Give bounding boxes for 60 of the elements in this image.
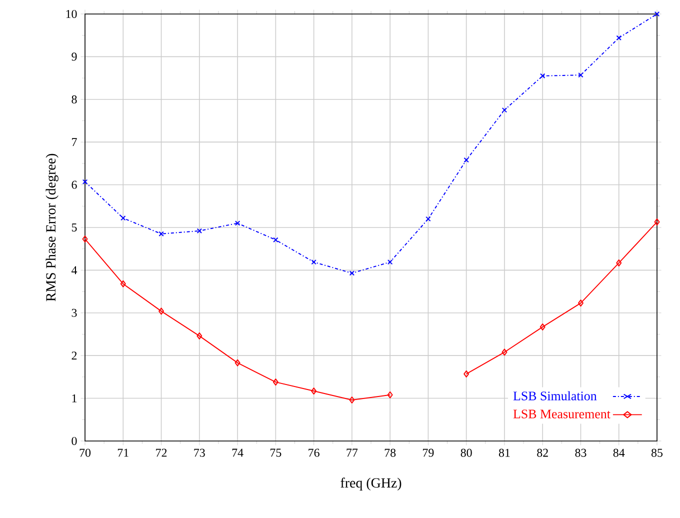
point [311, 388, 317, 395]
point [578, 72, 584, 78]
y-tick-label: 4 [71, 266, 78, 274]
point [349, 396, 355, 404]
x-tick-label: 81 [498, 448, 510, 457]
x-tick-label: 80 [460, 448, 472, 457]
point [426, 216, 431, 222]
point [616, 35, 622, 41]
point [654, 11, 660, 17]
point [120, 215, 126, 221]
y-tick-label: 0 [72, 436, 77, 446]
y-tick-label: 10 [66, 10, 77, 18]
y-tick-label: 9 [72, 52, 77, 61]
point [158, 231, 164, 236]
point [273, 237, 278, 242]
x-tick-label: 76 [308, 448, 320, 457]
point [387, 391, 393, 398]
point [578, 300, 584, 307]
x-axis-title: freq (GHz) [340, 478, 402, 490]
point [311, 259, 316, 265]
y-tick-label: 1 [72, 394, 77, 402]
x-tick-label: 70 [80, 448, 91, 457]
legend-label: LSB Simulation [513, 391, 597, 400]
legend-label: LSB Measurement [513, 410, 610, 418]
point [502, 107, 508, 113]
point [234, 220, 240, 226]
point [158, 308, 164, 315]
point [540, 73, 546, 79]
y-tick-label: 3 [72, 308, 77, 317]
x-tick-label: 75 [270, 448, 282, 457]
x-tick-label: 85 [651, 448, 663, 457]
x-tick-label: 79 [423, 448, 434, 457]
point [196, 228, 202, 234]
x-tick-label: 74 [232, 448, 244, 457]
point [540, 323, 546, 330]
y-tick-label: 7 [72, 138, 77, 146]
point [120, 280, 126, 288]
x-tick-label: 84 [613, 448, 625, 457]
point [502, 348, 508, 356]
point [349, 270, 355, 276]
y-axis-title: RMS Phase Error (degree) [46, 154, 58, 302]
point [616, 259, 622, 266]
y-tick-label: 2 [72, 352, 77, 360]
point [196, 332, 202, 340]
point [82, 179, 88, 184]
y-tick-label: 8 [72, 95, 77, 104]
x-tick-label: 83 [575, 448, 586, 457]
x-tick-label: 77 [346, 448, 358, 457]
point [234, 359, 240, 366]
point [387, 259, 393, 265]
y-tick-label: 6 [72, 180, 77, 189]
x-tick-label: 72 [156, 448, 167, 457]
y-tick-label: 5 [72, 224, 77, 232]
point [464, 157, 469, 163]
x-tick-label: 78 [384, 448, 396, 457]
x-tick-label: 71 [118, 448, 128, 457]
x-tick-label: 73 [194, 448, 205, 457]
point [272, 378, 278, 386]
point [464, 370, 470, 378]
x-tick-label: 82 [537, 448, 548, 457]
